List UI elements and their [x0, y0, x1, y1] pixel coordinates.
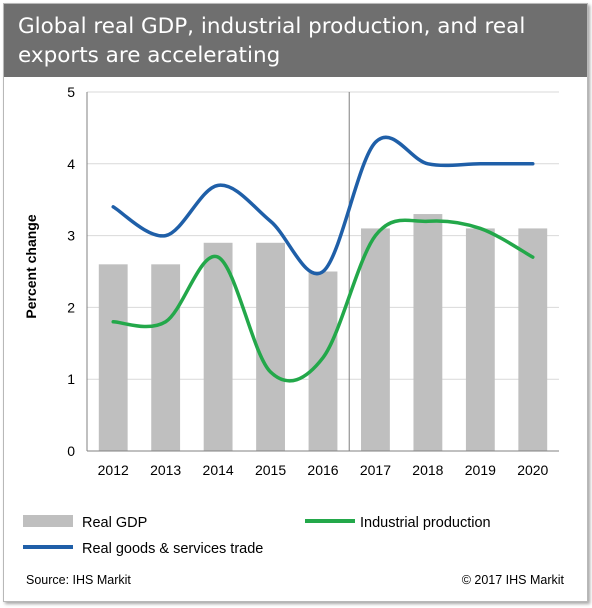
axes: 0 1 2 3 4 5 2012 2013 2014 2015 2016 2017 2018 2019 20… — [23, 84, 559, 478]
legend-label-industrial-production: Industrial production — [360, 515, 491, 531]
chart-plot: 0 1 2 3 4 5 2012 2013 2014 2015 2016 2017 2018 2019 20… — [23, 84, 565, 587]
y-tick-label: 5 — [67, 84, 75, 100]
x-tick-label: 2020 — [517, 462, 548, 478]
bar — [203, 242, 233, 451]
y-tick-label: 2 — [67, 299, 75, 315]
x-tick-label: 2013 — [150, 462, 181, 478]
y-tick-label: 0 — [67, 443, 75, 459]
y-tick-label: 4 — [67, 156, 75, 172]
chart-header: Global real GDP, industrial production, … — [4, 4, 587, 77]
legend: Real GDP Industrial production Real goods … — [23, 515, 491, 557]
copyright-note: © 2017 IHS Markit — [462, 573, 565, 587]
legend-label-real-gdp: Real GDP — [82, 515, 147, 531]
x-tick-label: 2015 — [255, 462, 286, 478]
x-tick-label: 2018 — [412, 462, 443, 478]
x-tick-label: 2016 — [307, 462, 338, 478]
source-note: Source: IHS Markit — [26, 573, 131, 587]
bar — [308, 271, 338, 451]
bar — [98, 264, 128, 451]
bar — [256, 242, 285, 451]
bar — [151, 264, 181, 451]
legend-swatch-real-gdp — [23, 515, 73, 527]
x-tick-label: 2012 — [98, 462, 129, 478]
x-tick-label: 2019 — [465, 462, 496, 478]
y-axis-label: Percent change — [23, 214, 39, 318]
legend-label-real-goods-services-trade: Real goods & services trade — [82, 541, 263, 557]
bar — [413, 214, 443, 451]
y-tick-label: 3 — [67, 228, 75, 244]
line-series — [111, 135, 535, 383]
bar — [465, 228, 495, 451]
chart-title: Global real GDP, industrial production, … — [18, 14, 526, 68]
chart-card: Global real GDP, industrial production, … — [3, 3, 588, 602]
bar — [518, 228, 548, 451]
line-industrial-production — [111, 218, 535, 383]
bar-series-real-gdp — [98, 214, 548, 451]
x-tick-label: 2017 — [360, 462, 391, 478]
bar — [361, 228, 390, 451]
chart-footer: Source: IHS Markit © 2017 IHS Markit — [26, 573, 565, 587]
y-tick-label: 1 — [67, 371, 75, 387]
x-tick-label: 2014 — [203, 462, 234, 478]
